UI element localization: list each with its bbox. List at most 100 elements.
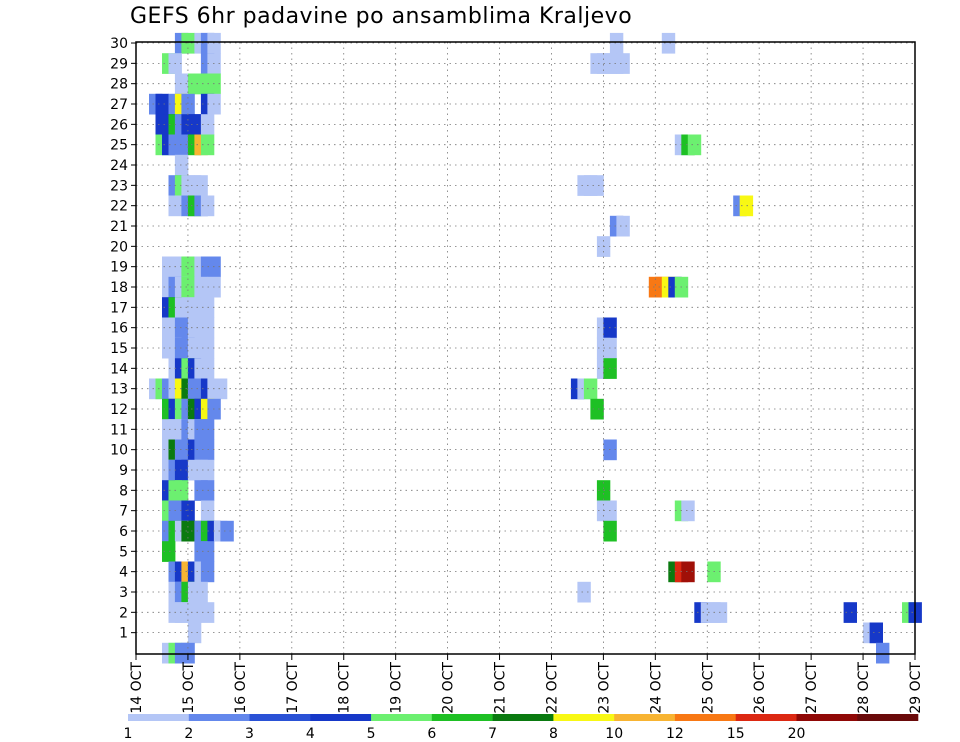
legend-swatch — [857, 714, 919, 721]
legend-swatch — [431, 714, 493, 721]
legend-label: 2 — [184, 726, 193, 742]
y-tick-label: 22 — [110, 199, 128, 215]
legend-label: 7 — [488, 726, 497, 742]
heat-cell — [681, 561, 695, 583]
y-tick-label: 6 — [119, 524, 128, 540]
heat-cell — [616, 53, 630, 74]
x-tick-label: 16 OCT — [233, 662, 249, 714]
y-tick-label: 24 — [110, 158, 128, 174]
heat-cell — [843, 602, 857, 623]
y-tick-label: 18 — [110, 280, 128, 296]
x-tick-label: 25 OCT — [700, 662, 716, 714]
heat-cell — [583, 378, 598, 400]
y-tick-label: 27 — [110, 97, 128, 113]
x-tick-label: 19 OCT — [389, 662, 405, 714]
heat-cell — [187, 622, 202, 644]
heat-cell — [174, 154, 189, 176]
legend-label: 12 — [666, 726, 684, 742]
legend-swatch — [735, 714, 797, 721]
y-tick-label: 21 — [110, 219, 128, 235]
legend-swatch — [310, 714, 372, 721]
heat-cell — [181, 276, 195, 298]
y-tick-label: 17 — [110, 300, 128, 316]
y-tick-label: 8 — [119, 483, 128, 499]
legend-label: 4 — [306, 726, 315, 742]
y-tick-label: 9 — [119, 463, 128, 479]
heat-cell — [577, 581, 591, 603]
x-tick-label: 20 OCT — [441, 662, 457, 714]
x-tick-label: 26 OCT — [752, 662, 768, 714]
legend-label: 3 — [245, 726, 254, 742]
y-tick-label: 25 — [110, 138, 128, 154]
heat-cell — [220, 520, 234, 542]
y-tick-label: 30 — [110, 36, 128, 52]
legend-label: 15 — [727, 726, 745, 742]
y-tick-label: 4 — [119, 565, 128, 581]
y-tick-layer: 1234567891011121314151617181920212223242… — [110, 36, 136, 642]
y-tick-label: 19 — [110, 260, 128, 276]
heat-cell — [194, 175, 208, 196]
heat-cell — [162, 541, 176, 562]
y-tick-label: 11 — [110, 422, 128, 438]
heat-cell — [194, 73, 208, 95]
x-tick-label: 29 OCT — [908, 662, 924, 714]
x-tick-label: 17 OCT — [285, 662, 301, 714]
legend-swatch — [371, 714, 433, 721]
y-tick-label: 29 — [110, 56, 128, 72]
y-tick-label: 2 — [119, 605, 128, 621]
heat-cell — [174, 73, 189, 95]
heat-cell — [174, 480, 189, 501]
legend-label: 1 — [124, 726, 133, 742]
x-tick-label: 15 OCT — [181, 662, 197, 714]
chart-title: GEFS 6hr padavine po ansamblima Kraljevo — [130, 4, 633, 29]
heat-cell — [194, 581, 208, 603]
legend-swatch — [492, 714, 554, 721]
heat-cell — [609, 32, 624, 54]
heat-cell — [187, 602, 202, 623]
y-tick-label: 15 — [110, 341, 128, 357]
x-tick-label: 24 OCT — [648, 662, 664, 714]
y-tick-label: 14 — [110, 361, 128, 377]
cells-layer — [149, 32, 922, 664]
legend-label: 8 — [549, 726, 558, 742]
heat-cell — [174, 297, 189, 318]
y-tick-label: 16 — [110, 321, 128, 337]
legend-label: 6 — [427, 726, 436, 742]
heat-cell — [181, 93, 195, 115]
heat-cell — [590, 175, 604, 196]
y-tick-label: 23 — [110, 178, 128, 194]
legend-swatch — [188, 714, 250, 721]
legend-swatch — [674, 714, 736, 721]
y-tick-label: 26 — [110, 117, 128, 133]
x-tick-label: 18 OCT — [337, 662, 353, 714]
x-tick-label: 22 OCT — [544, 662, 560, 714]
x-tick-label: 21 OCT — [493, 662, 509, 714]
heat-cell — [213, 378, 228, 400]
heat-cell — [687, 134, 702, 156]
legend-swatch — [614, 714, 676, 721]
x-tick-label: 27 OCT — [804, 662, 820, 714]
x-tick-label: 28 OCT — [856, 662, 872, 714]
heat-cell — [155, 93, 169, 115]
y-tick-label: 1 — [119, 626, 128, 642]
heat-cell — [681, 500, 695, 522]
heat-cell — [590, 398, 604, 420]
heat-cell — [174, 134, 189, 156]
heat-cell — [194, 276, 208, 298]
legend-label: 10 — [605, 726, 623, 742]
heat-cell — [739, 195, 754, 217]
y-tick-label: 20 — [110, 239, 128, 255]
y-tick-label: 5 — [119, 544, 128, 560]
y-tick-label: 13 — [110, 382, 128, 398]
legend-swatch — [796, 714, 858, 721]
y-tick-label: 12 — [110, 402, 128, 418]
heat-cell — [661, 32, 676, 54]
legend-label: 20 — [788, 726, 806, 742]
x-tick-label: 14 OCT — [129, 662, 145, 714]
y-tick-label: 28 — [110, 77, 128, 93]
heat-cell — [869, 622, 883, 644]
x-tick-label: 23 OCT — [596, 662, 612, 714]
legend-swatch — [553, 714, 615, 721]
x-tick-layer: 14 OCT 15 OCT 16 OCT 17 OCT 18 OCT 19 OCT 20 O… — [129, 654, 924, 714]
